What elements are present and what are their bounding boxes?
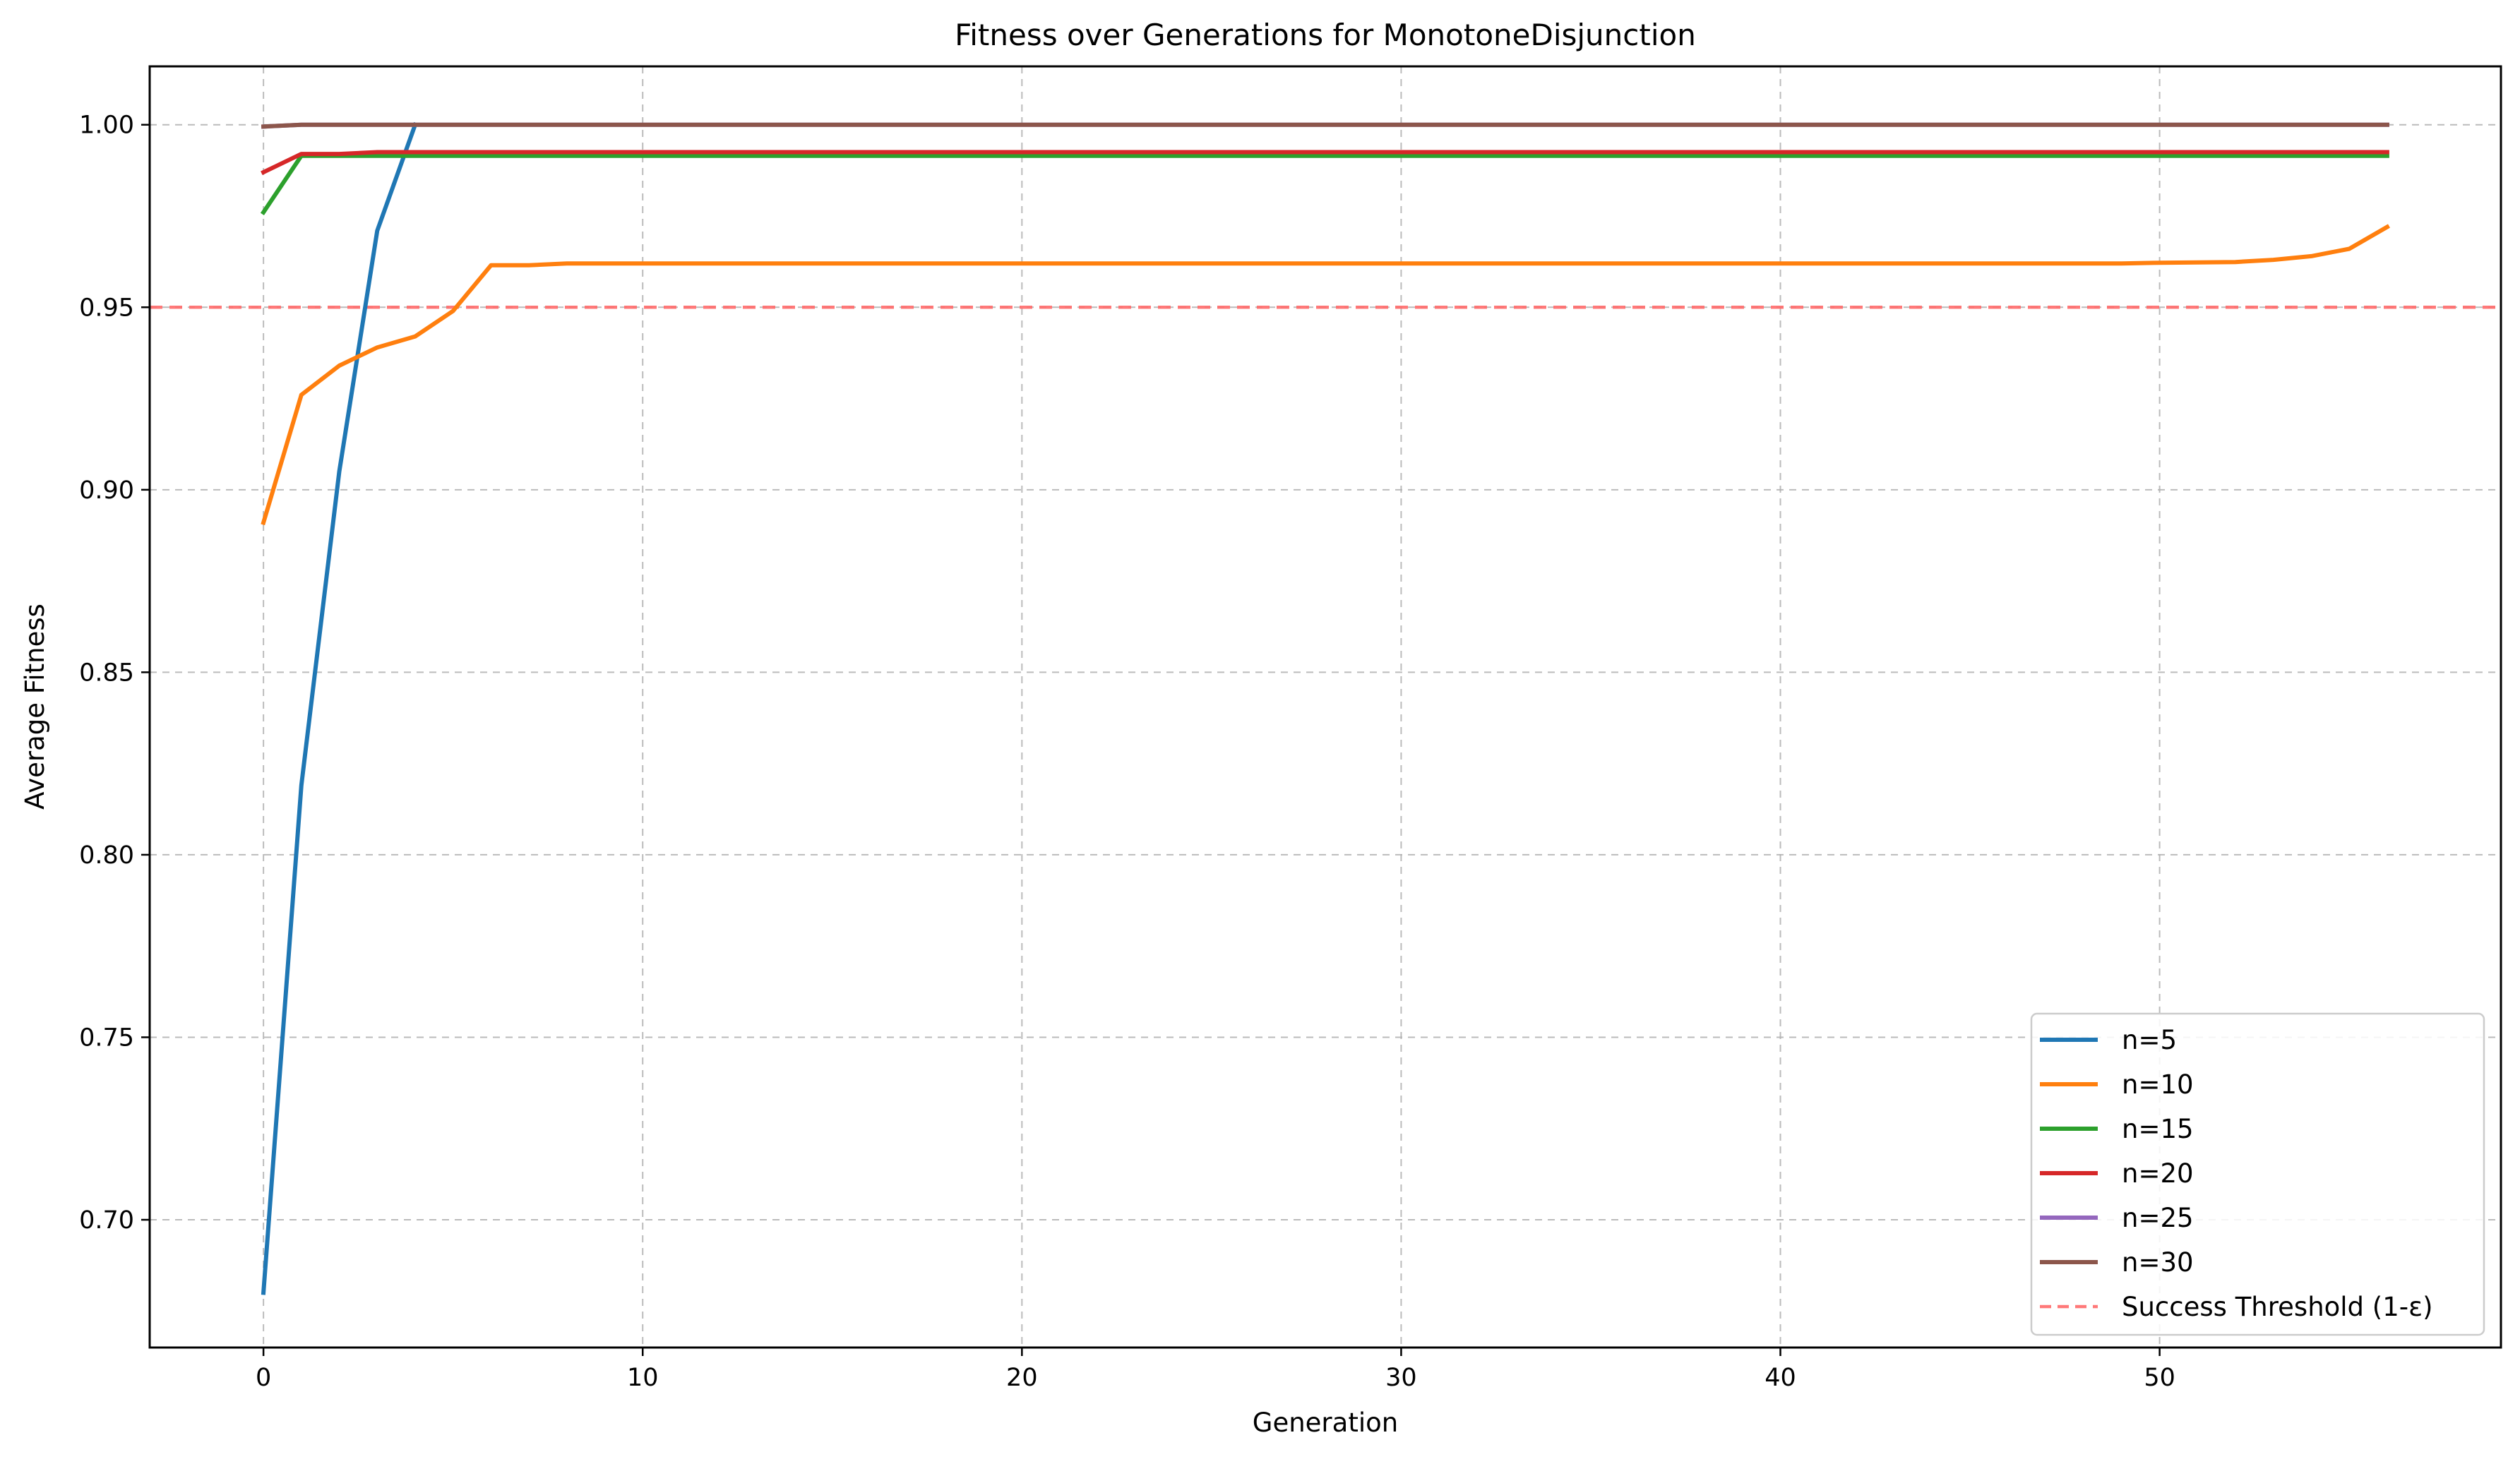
chart-title: Fitness over Generations for MonotoneDis… — [955, 18, 1696, 52]
x-axis: 0 10 20 30 40 50 — [256, 1348, 2175, 1392]
series-line-n-10 — [261, 224, 2390, 526]
legend-label: n=15 — [2122, 1114, 2194, 1144]
series-line-n-5 — [261, 121, 418, 1295]
series-line-n-30 — [261, 122, 2389, 129]
y-axis: 0.70 0.75 0.80 0.85 0.90 0.95 1.00 — [79, 112, 150, 1235]
y-tick-label: 0.70 — [79, 1206, 134, 1235]
y-tick-label: 1.00 — [79, 112, 134, 140]
x-axis-label: Generation — [1253, 1408, 1398, 1438]
legend-label: n=30 — [2122, 1247, 2194, 1278]
legend-label: n=20 — [2122, 1158, 2194, 1189]
legend-label: n=10 — [2122, 1069, 2194, 1100]
y-tick-label: 0.95 — [79, 294, 134, 322]
x-tick-label: 0 — [256, 1364, 271, 1392]
y-tick-label: 0.90 — [79, 476, 134, 505]
legend: n=5 n=10 n=15 n=20 n=25 n=30 Success Threshold… — [2030, 1012, 2485, 1336]
x-tick-label: 20 — [1006, 1364, 1038, 1392]
y-tick-label: 0.80 — [79, 841, 134, 870]
x-tick-label: 10 — [627, 1364, 659, 1392]
x-tick-label: 30 — [1385, 1364, 1417, 1392]
series-line-n-20 — [261, 150, 2389, 176]
legend-label: Success Threshold (1-ε) — [2122, 1292, 2433, 1322]
x-tick-label: 50 — [2144, 1364, 2175, 1392]
y-axis-label: Average Fitness — [20, 604, 50, 810]
y-tick-label: 0.75 — [79, 1024, 134, 1052]
series-layer — [260, 121, 2390, 1295]
legend-box — [2030, 1012, 2485, 1336]
x-tick-label: 40 — [1764, 1364, 1796, 1392]
y-tick-label: 0.85 — [79, 659, 134, 687]
plot-frame — [148, 65, 2502, 1349]
legend-label: n=5 — [2122, 1025, 2177, 1055]
legend-label: n=25 — [2122, 1203, 2194, 1233]
